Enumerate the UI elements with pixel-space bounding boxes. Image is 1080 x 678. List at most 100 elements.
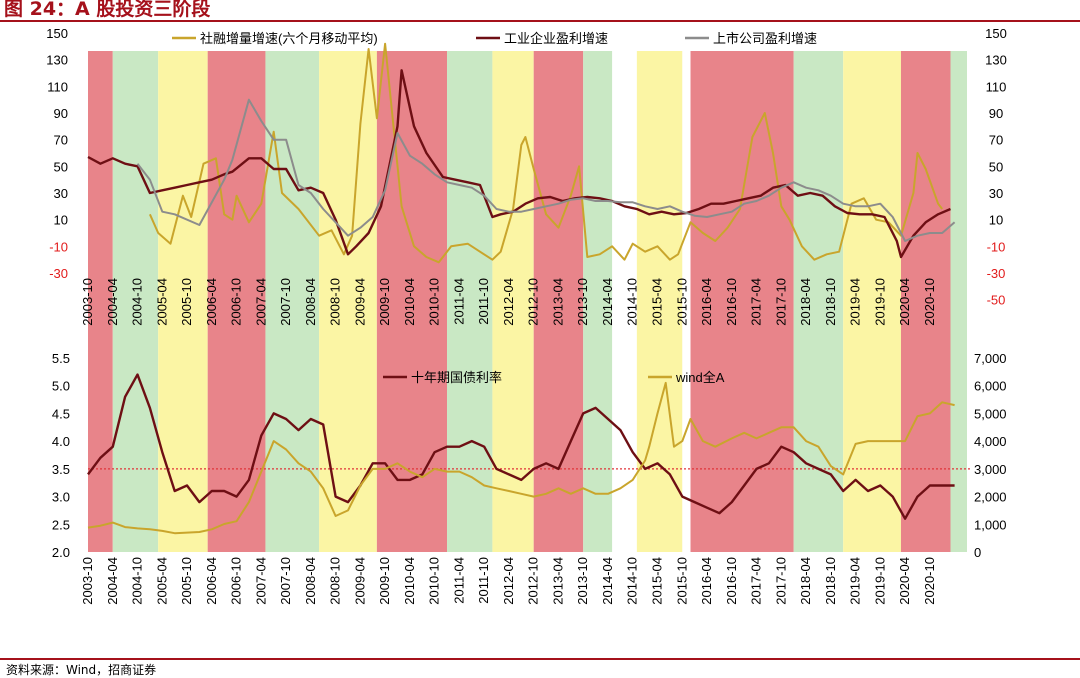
bottom-x-tick-label: 2010-10: [427, 557, 442, 605]
top-x-tick-label: 2006-04: [204, 278, 219, 326]
top-x-tick-label: 2007-04: [253, 278, 268, 326]
bottom-right-axis-tick-label: 1,000: [974, 517, 1007, 532]
bottom-x-tick-label: 2015-10: [674, 557, 689, 605]
top-x-tick-label: 2007-10: [278, 278, 293, 326]
bottom-x-tick-label: 2011-04: [451, 557, 466, 604]
top-right-axis-tick-label: 90: [989, 106, 1003, 121]
source-note: 资料来源：Wind，招商证券: [6, 663, 157, 677]
bottom-left-axis-tick-label: 2.0: [52, 545, 70, 560]
bottom-x-tick-label: 2020-10: [922, 557, 937, 605]
top-series-gold: [148, 42, 943, 264]
top-x-tick-label: 2019-10: [872, 278, 887, 326]
top-x-tick-label: 2009-10: [377, 278, 392, 326]
bottom-x-tick-label: 2006-10: [229, 557, 244, 605]
top-left-axis-tick-label: 10: [54, 213, 68, 228]
top-left-axis-tick-label: 70: [54, 133, 68, 148]
top-x-tick-label: 2008-10: [328, 278, 343, 326]
top-left-axis-tick-label: 150: [46, 26, 68, 41]
top-x-tick-label: 2010-10: [427, 278, 442, 326]
top-left-axis-tick-label: -10: [49, 239, 68, 254]
top-right-axis-tick-label: 10: [989, 213, 1003, 228]
top-x-tick-label: 2014-10: [625, 278, 640, 326]
bottom-x-tick-label: 2019-10: [872, 557, 887, 605]
bottom-x-tick-label: 2011-10: [476, 557, 491, 604]
top-series-maroon: [87, 69, 951, 259]
bottom-left-axis-tick-label: 4.5: [52, 406, 70, 421]
bottom-x-tick-label: 2004-04: [105, 557, 120, 605]
top-x-tick-label: 2013-04: [550, 278, 565, 326]
top-right-axis-tick-label: -30: [987, 266, 1006, 281]
bottom-x-tick-label: 2010-04: [402, 557, 417, 605]
bottom-x-tick-label: 2013-10: [575, 557, 590, 605]
bottom-x-tick-label: 2009-10: [377, 557, 392, 605]
bottom-x-tick-label: 2014-10: [625, 557, 640, 605]
bottom-left-axis-tick-label: 4.0: [52, 434, 70, 449]
top-x-tick-label: 2003-10: [80, 278, 95, 326]
bottom-x-tick-label: 2016-04: [699, 557, 714, 605]
bottom-right-axis-tick-label: 6,000: [974, 379, 1007, 394]
bottom-series-maroon: [87, 373, 955, 520]
bottom-x-tick-label: 2004-10: [130, 557, 145, 605]
bottom-x-tick-label: 2015-04: [649, 557, 664, 605]
bottom-x-tick-label: 2007-10: [278, 557, 293, 605]
bottom-x-tick-label: 2018-10: [823, 557, 838, 605]
top-x-tick-label: 2011-04: [451, 278, 466, 325]
bottom-left-axis-tick-label: 2.5: [52, 517, 70, 532]
title-underline: [0, 20, 1080, 22]
bottom-x-tick-label: 2006-04: [204, 557, 219, 605]
top-x-tick-label: 2014-04: [600, 278, 615, 326]
top-series-gray: [136, 98, 956, 242]
bottom-x-tick-label: 2017-10: [773, 557, 788, 605]
top-x-tick-label: 2020-04: [897, 278, 912, 326]
bottom-right-axis-tick-label: 7,000: [974, 351, 1007, 366]
top-right-axis-tick-label: 110: [986, 79, 1007, 94]
bottom-x-tick-label: 2007-04: [253, 557, 268, 605]
top-right-axis-tick-label: 70: [989, 133, 1003, 148]
top-right-axis-tick-label: -10: [987, 239, 1006, 254]
top-x-tick-label: 2018-04: [798, 278, 813, 326]
top-x-tick-label: 2018-10: [823, 278, 838, 326]
top-x-tick-label: 2005-10: [179, 278, 194, 326]
top-x-tick-label: 2008-04: [303, 278, 318, 326]
top-left-axis-tick-label: 110: [47, 79, 68, 94]
bottom-x-tick-label: 2009-04: [352, 557, 367, 605]
top-x-tick-label: 2006-10: [229, 278, 244, 326]
top-right-axis-tick-label: 50: [989, 159, 1003, 174]
top-x-tick-label: 2012-04: [501, 278, 516, 326]
top-x-tick-label: 2016-04: [699, 278, 714, 326]
legend-bottom-1-label: 十年期国债利率: [411, 370, 502, 385]
top-left-axis-tick-label: 50: [54, 159, 68, 174]
bottom-right-axis-tick-label: 2,000: [974, 490, 1007, 505]
top-x-tick-label: 2011-10: [476, 278, 491, 325]
legend-top-1-label: 社融增量增速(六个月移动平均): [200, 31, 378, 46]
bottom-x-tick-label: 2008-10: [328, 557, 343, 605]
top-x-tick-label: 2015-10: [674, 278, 689, 326]
legend-top-2-label: 工业企业盈利增速: [504, 31, 608, 46]
bottom-left-axis-tick-label: 3.5: [52, 462, 70, 477]
page-title: 图 24：A 股投资三阶段: [4, 0, 211, 20]
footer-rule: [0, 658, 1080, 660]
top-right-axis-tick-label: 130: [985, 53, 1007, 68]
top-x-tick-label: 2012-10: [526, 278, 541, 326]
top-x-tick-label: 2016-10: [724, 278, 739, 326]
bottom-x-tick-label: 2012-10: [526, 557, 541, 605]
top-x-tick-label: 2010-04: [402, 278, 417, 326]
bottom-right-axis-tick-label: 4,000: [974, 434, 1007, 449]
top-x-tick-label: 2004-04: [105, 278, 120, 326]
legend-top-3-label: 上市公司盈利增速: [713, 31, 817, 46]
phase-band: [950, 51, 967, 552]
bottom-right-axis-tick-label: 3,000: [974, 462, 1007, 477]
top-right-axis-tick-label: 30: [989, 186, 1003, 201]
bottom-left-axis-tick-label: 3.0: [52, 490, 70, 505]
bottom-x-tick-label: 2013-04: [550, 557, 565, 605]
top-left-axis-tick-label: 30: [54, 186, 68, 201]
bottom-x-tick-label: 2014-04: [600, 557, 615, 605]
top-left-axis-tick-label: -30: [49, 266, 68, 281]
top-left-axis-tick-label: 130: [46, 53, 68, 68]
bottom-right-axis-tick-label: 5,000: [974, 406, 1007, 421]
bottom-x-tick-label: 2016-10: [724, 557, 739, 605]
top-right-axis-tick-label: 150: [985, 26, 1007, 41]
bottom-right-axis-tick-label: 0: [974, 545, 981, 560]
